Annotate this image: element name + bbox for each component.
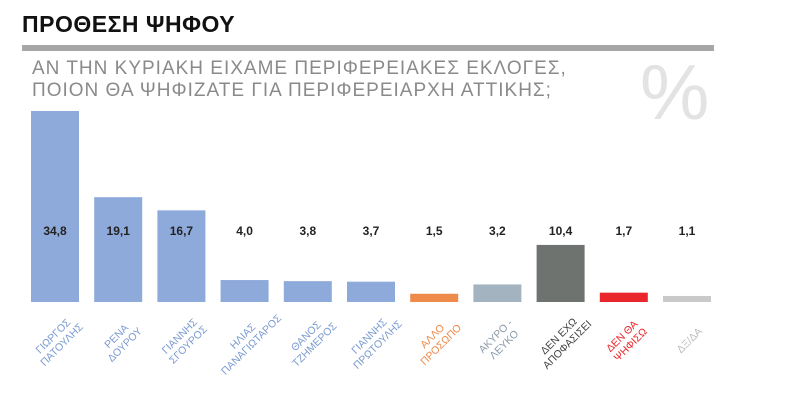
bar-7 [410, 293, 459, 302]
question-line-1: ΑΝ ΤΗΝ ΚΥΡΙΑΚΗ ΕΙΧΑΜΕ ΠΕΡΙΦΕΡΕΙΑΚΕΣ ΕΚΛΟ… [32, 58, 567, 79]
value-label-2: 19,1 [107, 224, 131, 238]
category-label-11: ΔΞ/ΔΑ [675, 326, 705, 356]
value-label-6: 3,7 [363, 224, 380, 238]
title-divider [22, 45, 714, 51]
value-label-9: 10,4 [549, 224, 573, 238]
value-label-8: 3,2 [489, 224, 506, 238]
question-line-2: ΠΟΙΟΝ ΘΑ ΨΗΦΙΖΑΤΕ ΓΙΑ ΠΕΡΙΦΕΡΕΙΑΡΧΗ ΑΤΤΙ… [32, 80, 552, 101]
bar-8 [473, 284, 522, 302]
bar-11 [663, 295, 711, 302]
percent-icon: % [640, 48, 710, 136]
value-label-7: 1,5 [426, 224, 443, 238]
value-label-10: 1,7 [615, 224, 632, 238]
category-label-8: ΑΚΥΡΟ -ΛΕΥΚΟ [477, 317, 522, 362]
value-label-11: 1,1 [679, 224, 696, 238]
question-text: ΑΝ ΤΗΝ ΚΥΡΙΑΚΗ ΕΙΧΑΜΕ ΠΕΡΙΦΕΡΕΙΑΚΕΣ ΕΚΛΟ… [32, 58, 632, 102]
bar-2 [94, 197, 143, 302]
bar-1 [31, 111, 79, 302]
value-label-5: 3,8 [299, 224, 316, 238]
bar-4 [220, 280, 269, 302]
bar-5 [283, 281, 332, 302]
bar-3 [157, 210, 206, 302]
category-label-line: ΔΞ/ΔΑ [675, 326, 705, 356]
value-label-4: 4,0 [236, 224, 253, 238]
bar-10 [599, 292, 648, 302]
bar-9 [536, 244, 585, 302]
value-label-3: 16,7 [170, 224, 194, 238]
bar-6 [347, 281, 395, 302]
value-label-1: 34,8 [43, 224, 67, 238]
page-title: ΠΡΟΘΕΣΗ ΨΗΦΟΥ [22, 11, 236, 37]
